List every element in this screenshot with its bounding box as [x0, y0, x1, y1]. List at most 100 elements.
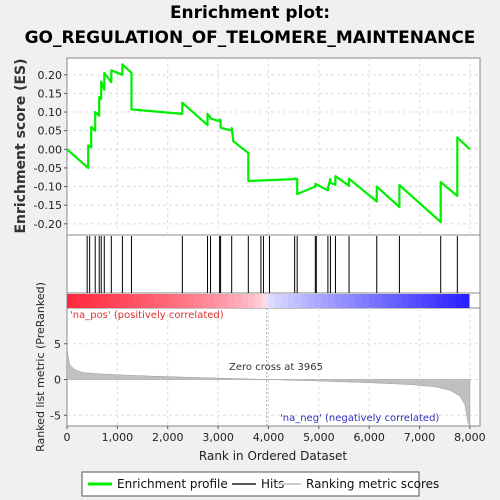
- ribbon-segment: [154, 294, 162, 308]
- ribbon-segment: [361, 294, 370, 308]
- ribbon-segment: [214, 294, 222, 308]
- zero-cross-label: Zero cross at 3965: [229, 362, 323, 373]
- ribbon-segment: [435, 294, 443, 308]
- ribbon-segment: [442, 294, 450, 308]
- ribbon-segment: [408, 294, 416, 308]
- es-panel: [66, 57, 481, 236]
- rank-color-ribbon: [67, 294, 470, 308]
- ribbon-segment: [281, 294, 289, 308]
- ribbon-segment: [247, 294, 256, 308]
- xtick-label: 2,000: [152, 431, 184, 444]
- ribbon-segment: [288, 294, 296, 308]
- ribbon-segment: [294, 294, 303, 308]
- ribbon-segment: [428, 294, 437, 308]
- xtick-label: 7,000: [404, 431, 436, 444]
- ribbon-segment: [147, 294, 155, 308]
- es-gridlines: [67, 58, 480, 235]
- chart-title-line1: Enrichment plot:: [170, 3, 330, 23]
- hits-markers: [86, 236, 458, 293]
- ribbon-segment: [368, 294, 376, 308]
- ribbon-segment: [221, 294, 229, 308]
- es-ytick-label: -0.15: [34, 199, 62, 212]
- es-ytick-label: -0.10: [34, 181, 62, 194]
- ribbon-segment: [341, 294, 349, 308]
- ribbon-segment: [107, 294, 115, 308]
- ribbon-segment: [67, 294, 75, 308]
- ribbon-segment: [448, 294, 457, 308]
- ribbon-segment: [87, 294, 95, 308]
- metric-area-path: [66, 343, 471, 427]
- ribbon-segment: [254, 294, 262, 308]
- ribbon-segment: [234, 294, 242, 308]
- es-ytick-label: -0.05: [34, 162, 62, 175]
- metric-ytick-label: 5: [54, 338, 61, 351]
- ribbon-segment: [127, 294, 135, 308]
- es-ytick-label: 0.05: [38, 125, 63, 138]
- ribbon-segment: [462, 294, 470, 308]
- pos-correlated-label: 'na_pos' (positively correlated): [70, 310, 224, 321]
- metric-panel: [66, 307, 481, 427]
- ribbon-segment: [455, 294, 463, 308]
- ribbon-segment: [113, 294, 122, 308]
- xtick-label: 4,000: [253, 431, 285, 444]
- es-ytick-label: -0.20: [34, 218, 62, 231]
- xtick-label: 6,000: [353, 431, 385, 444]
- legend: Enrichment profile Hits Ranking metric s…: [81, 471, 439, 497]
- neg-correlated-label: 'na_neg' (negatively correlated): [280, 413, 439, 424]
- ribbon-segment: [241, 294, 249, 308]
- ribbon-segment: [73, 294, 81, 308]
- metric-ytick-label: 0: [54, 374, 61, 387]
- ribbon-segment: [328, 294, 336, 308]
- ribbon-segment: [160, 294, 169, 308]
- es-ytick-label: 0.00: [38, 143, 63, 156]
- legend-hits-label: Hits: [261, 477, 284, 491]
- x-axis-label: Rank in Ordered Dataset: [199, 449, 347, 463]
- ribbon-segment: [267, 294, 276, 308]
- ribbon-segment: [395, 294, 403, 308]
- ribbon-segment: [355, 294, 363, 308]
- es-ytick-label: 0.10: [38, 106, 63, 119]
- ribbon-segment: [388, 294, 396, 308]
- ribbon-segment: [308, 294, 316, 308]
- metric-y-axis-label: Ranked list metric (PreRanked): [34, 282, 47, 452]
- ribbon-segment: [93, 294, 102, 308]
- ribbon-segment: [381, 294, 390, 308]
- enrichment-profile-line: [66, 63, 471, 224]
- enrichment-profile-polyline: [66, 63, 471, 224]
- xtick-label: 3,000: [202, 431, 234, 444]
- metric-ytick-label: -5: [50, 409, 61, 422]
- ribbon-segment: [334, 294, 343, 308]
- ribbon-segment: [314, 294, 323, 308]
- ribbon-segment: [200, 294, 209, 308]
- ribbon-segment: [274, 294, 282, 308]
- hits-panel: [66, 234, 481, 294]
- ribbon-segment: [174, 294, 182, 308]
- ribbon-segment: [207, 294, 215, 308]
- xtick-label: 8,000: [454, 431, 486, 444]
- ribbon-segment: [261, 294, 269, 308]
- ribbon-segment: [140, 294, 148, 308]
- ribbon-segment: [415, 294, 423, 308]
- ribbon-segment: [348, 294, 356, 308]
- ribbon-segment: [422, 294, 430, 308]
- xtick-label: 5,000: [303, 431, 335, 444]
- ribbon-segment: [194, 294, 202, 308]
- ribbon-segment: [180, 294, 189, 308]
- ribbon-segment: [187, 294, 195, 308]
- ribbon-segment: [120, 294, 128, 308]
- ribbon-segment: [80, 294, 88, 308]
- legend-metric-label: Ranking metric scores: [306, 477, 439, 491]
- x-axis-ticks: 0 1,000 2,000 3,000 4,000 5,000 6,000 7,000 8,00…: [64, 426, 486, 444]
- ribbon-segment: [401, 294, 410, 308]
- es-ytick-label: 0.20: [38, 69, 63, 82]
- es-ytick-label: 0.15: [38, 87, 63, 100]
- metric-y-axis-ticks: 5 0 -5: [50, 338, 67, 422]
- ribbon-segment: [167, 294, 175, 308]
- chart-title-line2: GO_REGULATION_OF_TELOMERE_MAINTENANCE: [25, 28, 476, 48]
- legend-profile-label: Enrichment profile: [117, 477, 228, 491]
- ribbon-segment: [133, 294, 142, 308]
- ribbon-segment: [375, 294, 383, 308]
- es-y-axis-ticks: 0.20 0.15 0.10 0.05 0.00 -0.05 -0.10 -0.15 -0.20: [34, 69, 67, 231]
- ribbon-segment: [321, 294, 329, 308]
